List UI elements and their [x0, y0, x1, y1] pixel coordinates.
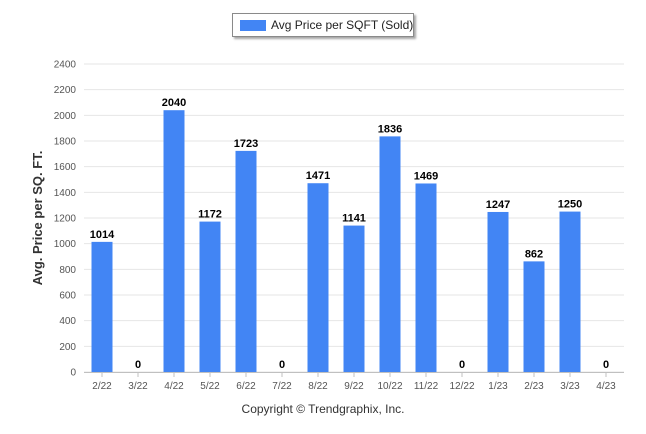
bar [343, 225, 365, 372]
bar [487, 211, 509, 372]
y-tick-label: 200 [59, 342, 76, 353]
data-label: 2040 [162, 97, 186, 109]
x-tick-label: 9/22 [344, 381, 364, 392]
data-label: 0 [135, 359, 141, 371]
data-label: 1141 [342, 213, 366, 225]
bar [559, 211, 581, 372]
x-tick-label: 12/22 [449, 381, 474, 392]
y-tick-label: 2400 [54, 60, 77, 71]
x-tick-label: 5/22 [200, 381, 220, 392]
x-tick-label: 8/22 [308, 381, 328, 392]
x-tick-label: 11/22 [414, 381, 439, 392]
x-tick-label: 2/23 [524, 381, 544, 392]
y-tick-label: 1800 [54, 137, 77, 148]
data-label: 0 [603, 359, 609, 371]
y-tick-label: 2200 [54, 85, 77, 96]
legend-swatch [240, 20, 266, 31]
x-tick-label: 7/22 [272, 381, 292, 392]
bar [91, 241, 113, 372]
data-label: 0 [279, 359, 285, 371]
y-tick-label: 1400 [54, 188, 77, 199]
bar [307, 183, 329, 372]
data-label: 1250 [558, 199, 582, 211]
bar [199, 221, 221, 372]
bar [415, 183, 437, 372]
data-label: 1172 [198, 209, 222, 221]
y-tick-label: 1000 [54, 239, 77, 250]
x-tick-label: 3/23 [560, 381, 580, 392]
data-label: 862 [525, 248, 543, 260]
data-label: 1471 [306, 170, 330, 182]
y-tick-label: 2000 [54, 111, 77, 122]
y-axis-title: Avg. Price per SQ. FT. [30, 151, 45, 286]
y-tick-label: 0 [70, 368, 76, 379]
x-tick-label: 4/23 [596, 381, 616, 392]
y-tick-label: 1200 [54, 214, 77, 225]
x-tick-label: 3/22 [128, 381, 148, 392]
x-tick-label: 2/22 [92, 381, 112, 392]
bar [163, 110, 185, 372]
data-label: 1469 [414, 170, 438, 182]
bar [235, 150, 257, 372]
legend: Avg Price per SQFT (Sold) [232, 13, 414, 37]
data-label: 1836 [378, 123, 402, 135]
y-tick-label: 400 [59, 316, 76, 327]
bar [379, 136, 401, 372]
copyright-footer: Copyright © Trendgraphix, Inc. [241, 402, 405, 416]
data-label: 1723 [234, 138, 258, 150]
x-tick-label: 6/22 [236, 381, 256, 392]
x-tick-label: 10/22 [377, 381, 402, 392]
y-tick-label: 600 [59, 291, 76, 302]
data-label: 1014 [90, 229, 115, 241]
data-label: 1247 [486, 199, 510, 211]
bar [523, 261, 545, 372]
y-tick-label: 1600 [54, 162, 77, 173]
x-tick-label: 1/23 [488, 381, 508, 392]
y-tick-label: 800 [59, 265, 76, 276]
legend-label: Avg Price per SQFT (Sold) [271, 18, 414, 32]
data-label: 0 [459, 359, 465, 371]
x-tick-label: 4/22 [164, 381, 184, 392]
